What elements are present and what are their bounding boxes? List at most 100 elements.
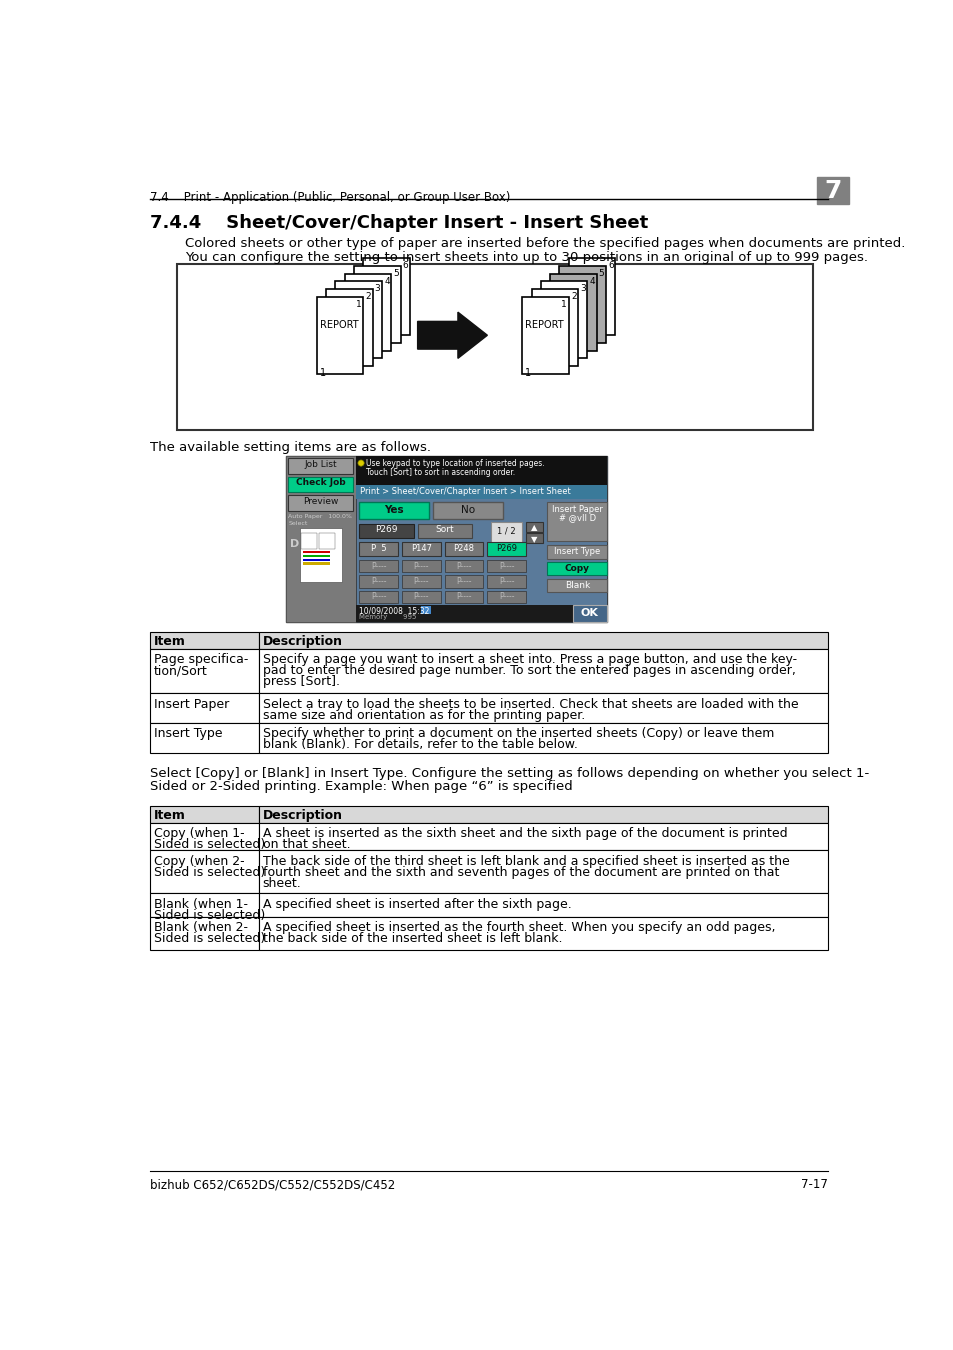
Text: pad to enter the desired page number. To sort the entered pages in ascending ord: pad to enter the desired page number. To… <box>262 664 795 678</box>
Polygon shape <box>326 289 373 366</box>
Text: 5: 5 <box>598 269 604 278</box>
Polygon shape <box>150 850 258 894</box>
Text: ▼: ▼ <box>531 535 537 544</box>
Polygon shape <box>301 533 316 548</box>
Polygon shape <box>319 533 335 548</box>
Text: the back side of the inserted sheet is left blank.: the back side of the inserted sheet is l… <box>262 931 561 945</box>
Polygon shape <box>487 591 525 603</box>
Polygon shape <box>299 528 342 582</box>
Text: Sided is selected): Sided is selected) <box>154 838 265 850</box>
Polygon shape <box>402 591 440 603</box>
Text: P----: P---- <box>456 576 472 586</box>
Text: A specified sheet is inserted after the sixth page.: A specified sheet is inserted after the … <box>262 898 571 911</box>
Text: Insert Paper: Insert Paper <box>551 505 602 513</box>
Polygon shape <box>417 524 472 537</box>
Text: # @vII D: # @vII D <box>558 513 596 522</box>
Polygon shape <box>525 533 542 543</box>
Text: Insert Type: Insert Type <box>154 728 222 740</box>
Polygon shape <box>150 632 258 648</box>
Text: P----: P---- <box>371 593 386 602</box>
Polygon shape <box>344 274 391 351</box>
Text: Page specifica-: Page specifica- <box>154 653 248 667</box>
Text: 7.4    Print - Application (Public, Personal, or Group User Box): 7.4 Print - Application (Public, Persona… <box>150 192 510 204</box>
Text: P  5: P 5 <box>371 544 386 554</box>
Polygon shape <box>150 822 258 850</box>
Text: Select a tray to load the sheets to be inserted. Check that sheets are loaded wi: Select a tray to load the sheets to be i… <box>262 698 798 711</box>
Text: blank (Blank). For details, refer to the table below.: blank (Blank). For details, refer to the… <box>262 738 577 751</box>
Polygon shape <box>258 850 827 894</box>
Text: on that sheet.: on that sheet. <box>262 838 350 850</box>
Polygon shape <box>572 605 606 622</box>
Text: No: No <box>460 505 475 514</box>
Polygon shape <box>444 560 483 572</box>
Text: Blank (when 1-: Blank (when 1- <box>154 898 248 911</box>
Polygon shape <box>359 543 397 556</box>
Text: P248: P248 <box>453 544 475 554</box>
Text: P----: P---- <box>371 576 386 586</box>
Polygon shape <box>258 632 827 648</box>
Text: Blank (when 2-: Blank (when 2- <box>154 921 248 934</box>
Polygon shape <box>355 486 607 500</box>
Text: P269: P269 <box>375 525 397 535</box>
Text: P----: P---- <box>456 562 472 571</box>
Polygon shape <box>303 563 330 564</box>
Text: 5: 5 <box>393 269 398 278</box>
Text: 2: 2 <box>570 292 576 301</box>
Text: P----: P---- <box>456 593 472 602</box>
Text: P147: P147 <box>411 544 432 554</box>
Text: Blank: Blank <box>564 580 589 590</box>
Text: fourth sheet and the sixth and seventh pages of the document are printed on that: fourth sheet and the sixth and seventh p… <box>262 865 779 879</box>
Text: P----: P---- <box>371 562 386 571</box>
Text: Specify a page you want to insert a sheet into. Press a page button, and use the: Specify a page you want to insert a shee… <box>262 653 796 667</box>
Text: Colored sheets or other type of paper are inserted before the specified pages wh: Colored sheets or other type of paper ar… <box>185 238 904 251</box>
Polygon shape <box>286 456 355 622</box>
Polygon shape <box>363 258 410 335</box>
Text: Sided is selected): Sided is selected) <box>154 931 265 945</box>
Text: Item: Item <box>154 634 186 648</box>
Polygon shape <box>303 559 330 560</box>
Text: 4: 4 <box>589 277 595 286</box>
Polygon shape <box>421 606 431 614</box>
Text: Select: Select <box>288 521 307 525</box>
Polygon shape <box>417 312 487 358</box>
Polygon shape <box>816 177 848 204</box>
Polygon shape <box>546 579 607 593</box>
Polygon shape <box>288 459 353 474</box>
Polygon shape <box>316 297 363 374</box>
Polygon shape <box>150 694 258 722</box>
Circle shape <box>357 460 364 466</box>
Polygon shape <box>402 543 440 556</box>
Text: Sided or 2-Sided printing. Example: When page “6” is specified: Sided or 2-Sided printing. Example: When… <box>150 780 573 794</box>
Text: The available setting items are as follows.: The available setting items are as follo… <box>150 440 431 454</box>
Polygon shape <box>546 562 607 575</box>
Text: Touch [Sort] to sort in ascending order.: Touch [Sort] to sort in ascending order. <box>366 468 515 478</box>
Text: Use keypad to type location of inserted pages.: Use keypad to type location of inserted … <box>366 459 544 468</box>
Text: ▲: ▲ <box>531 524 537 532</box>
Text: P----: P---- <box>498 593 514 602</box>
Text: 1: 1 <box>355 300 361 309</box>
Text: 6: 6 <box>402 262 408 270</box>
Polygon shape <box>487 575 525 587</box>
Polygon shape <box>177 265 812 429</box>
Text: 3: 3 <box>375 285 380 293</box>
Text: Job List: Job List <box>304 460 336 468</box>
Text: Sided is selected): Sided is selected) <box>154 909 265 922</box>
Polygon shape <box>402 575 440 587</box>
Text: Auto Paper   100.0%: Auto Paper 100.0% <box>288 514 352 518</box>
Text: 7: 7 <box>823 180 841 202</box>
Polygon shape <box>444 591 483 603</box>
Polygon shape <box>150 648 258 694</box>
Polygon shape <box>531 289 578 366</box>
Text: The back side of the third sheet is left blank and a specified sheet is inserted: The back side of the third sheet is left… <box>262 855 788 868</box>
Polygon shape <box>487 560 525 572</box>
Text: 1: 1 <box>319 367 326 378</box>
Text: P----: P---- <box>414 562 429 571</box>
Polygon shape <box>288 495 353 510</box>
Text: REPORT: REPORT <box>319 320 358 329</box>
Polygon shape <box>550 274 596 351</box>
Text: 6: 6 <box>607 262 613 270</box>
Text: P----: P---- <box>498 562 514 571</box>
Polygon shape <box>150 894 258 917</box>
Text: Sided is selected): Sided is selected) <box>154 865 265 879</box>
Text: P269: P269 <box>496 544 517 554</box>
